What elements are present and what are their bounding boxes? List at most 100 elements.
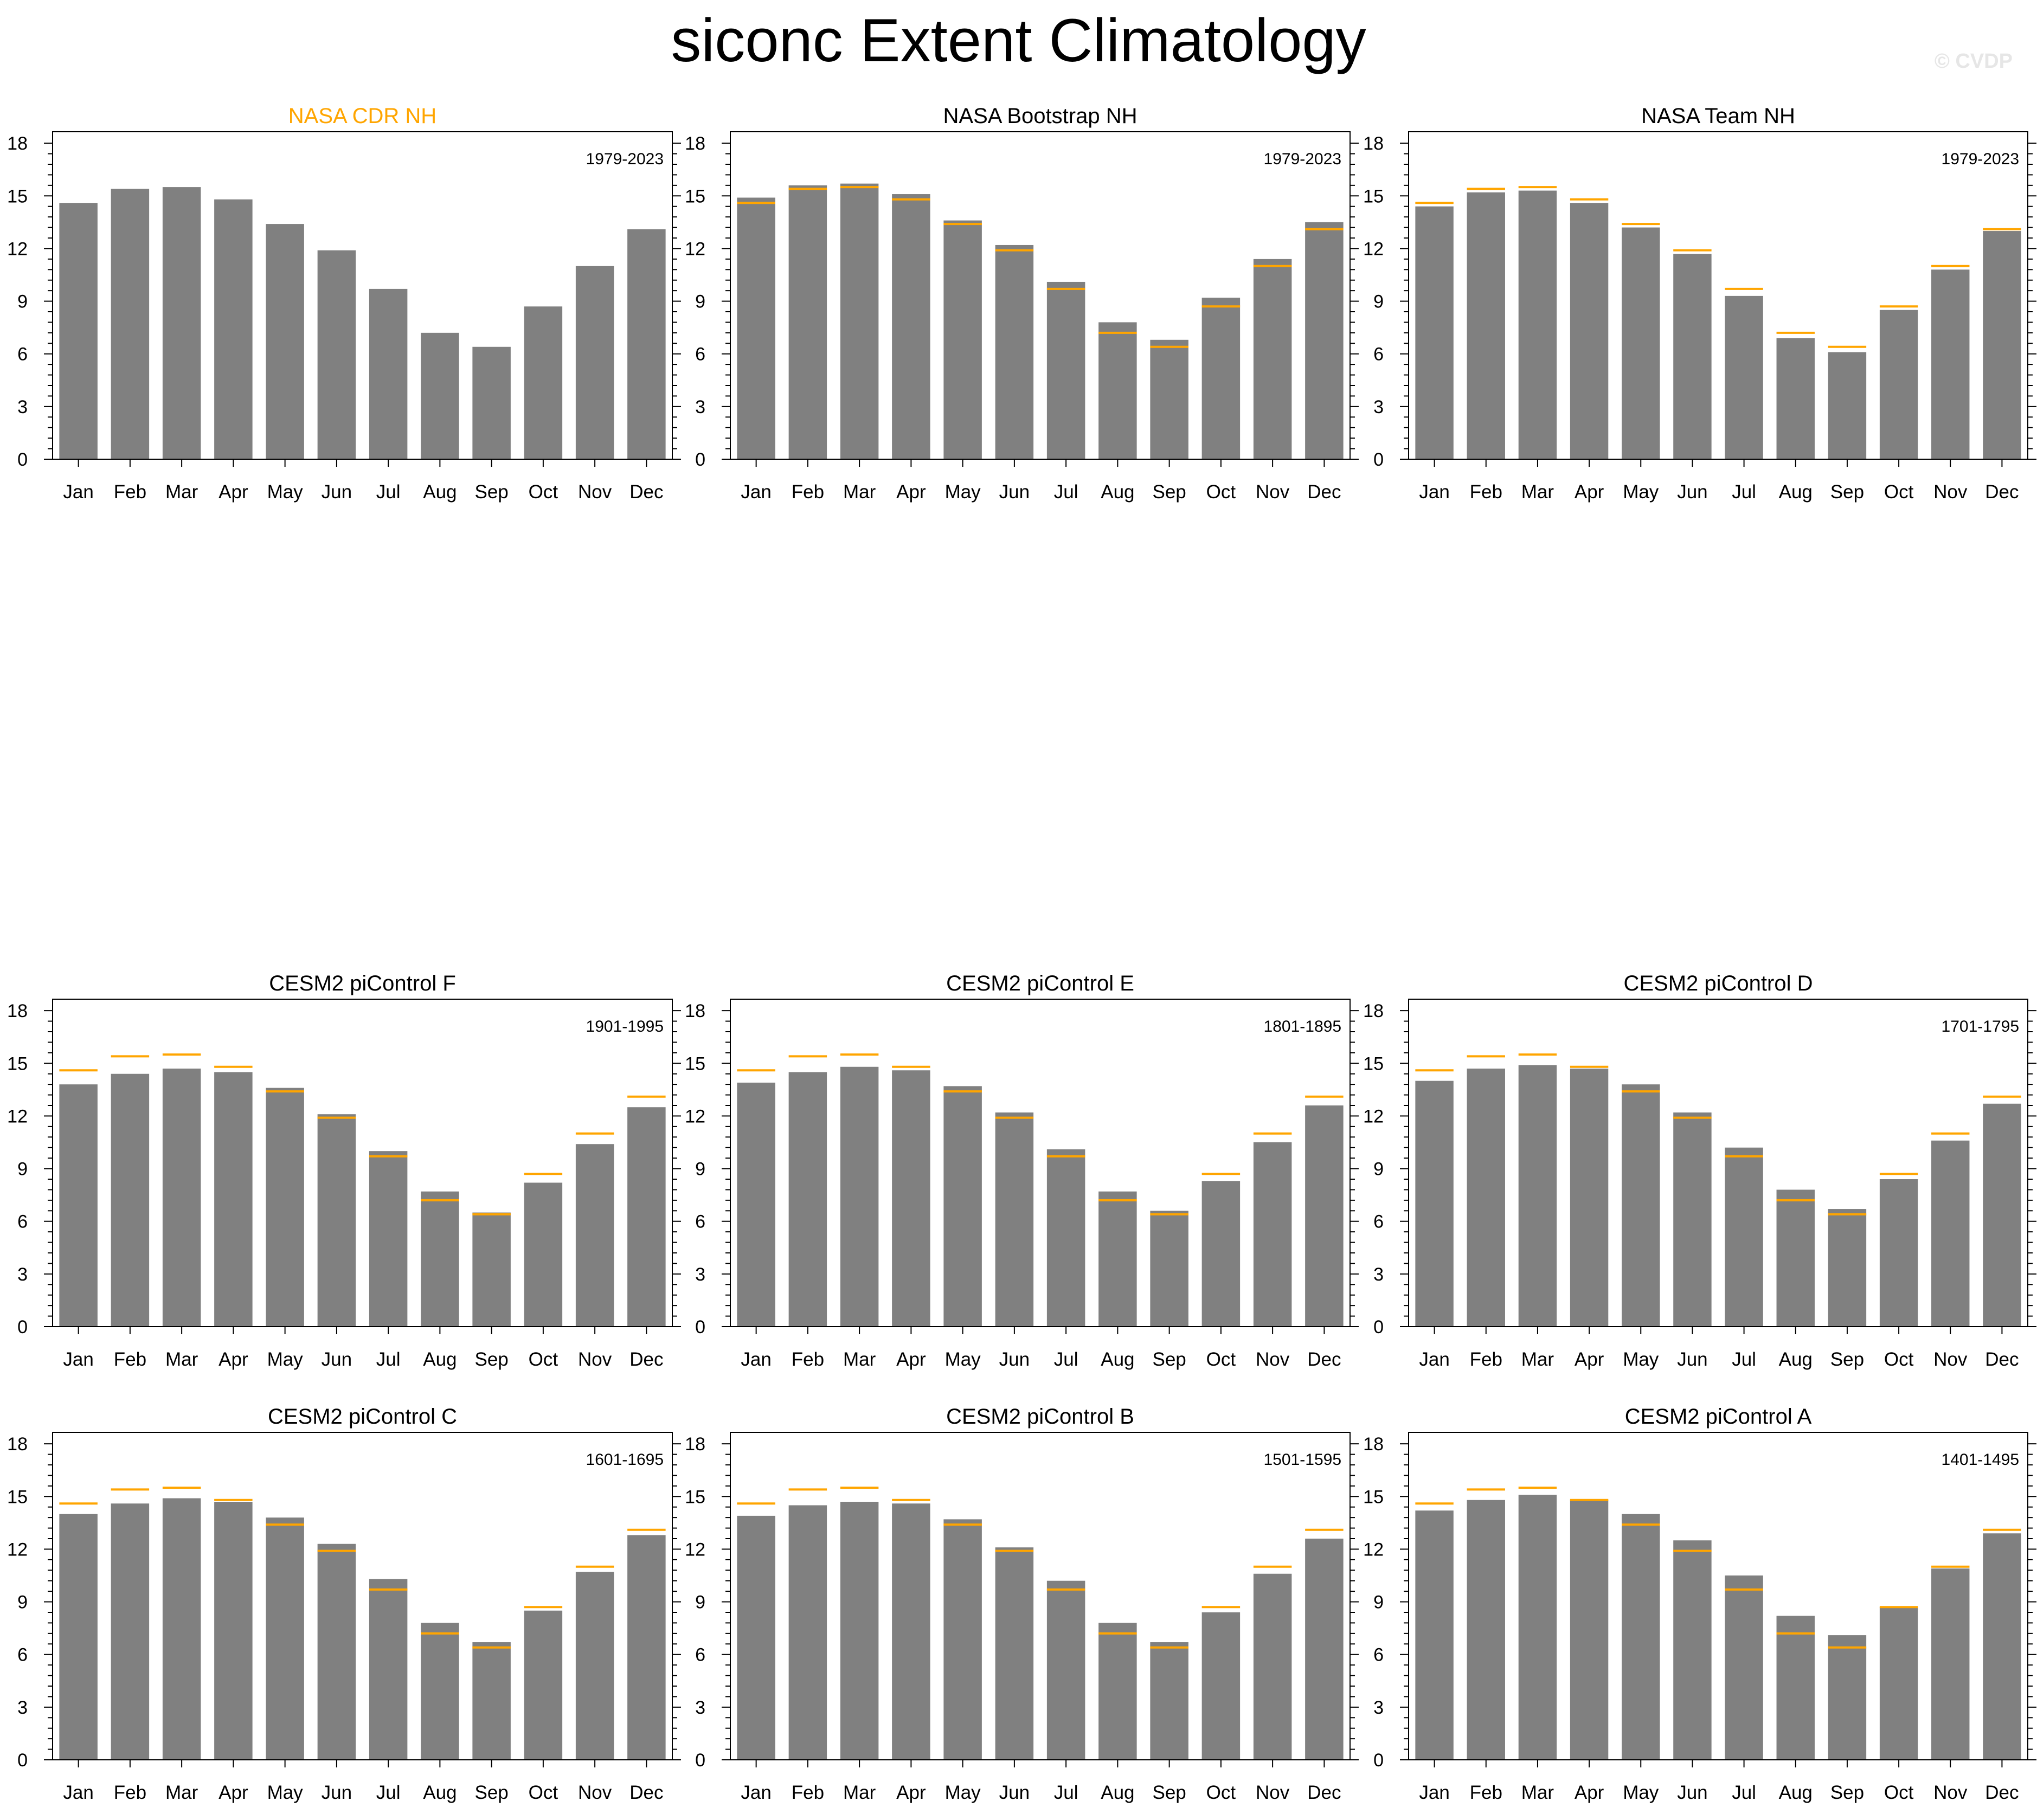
- x-tick-label-apr: Apr: [1575, 1782, 1604, 1803]
- x-tick-label-aug: Aug: [1779, 1349, 1813, 1370]
- y-tick-label: 15: [1363, 186, 1384, 207]
- x-tick-label-mar: Mar: [1521, 1782, 1554, 1803]
- bar-feb: [1467, 192, 1505, 459]
- period-label: 1979-2023: [1942, 150, 2019, 168]
- x-tick-label-apr: Apr: [896, 1782, 926, 1803]
- bar-jul: [369, 1151, 408, 1327]
- x-tick-label-feb: Feb: [114, 1349, 146, 1370]
- bar-aug: [1776, 338, 1815, 459]
- y-tick-label: 3: [1373, 1697, 1384, 1718]
- bar-feb: [1467, 1068, 1505, 1327]
- bar-mar: [840, 1501, 879, 1760]
- y-tick-label: 0: [1373, 1317, 1384, 1337]
- period-label: 1601-1695: [586, 1451, 664, 1469]
- y-tick-label: 3: [17, 397, 28, 417]
- x-tick-label-oct: Oct: [1884, 1782, 1914, 1803]
- y-tick-label: 18: [1363, 1434, 1384, 1455]
- y-tick-label: 6: [17, 1645, 28, 1665]
- x-tick-label-dec: Dec: [1307, 1782, 1341, 1803]
- y-tick-label: 3: [695, 1697, 705, 1718]
- x-tick-label-jun: Jun: [1677, 1782, 1707, 1803]
- period-label: 1979-2023: [1264, 150, 1341, 168]
- y-tick-label: 6: [695, 1645, 705, 1665]
- x-tick-label-aug: Aug: [1101, 481, 1134, 503]
- y-tick-label: 9: [17, 292, 28, 312]
- bar-feb: [111, 189, 150, 459]
- x-tick-label-jul: Jul: [376, 1349, 401, 1370]
- x-tick-label-oct: Oct: [1206, 481, 1236, 503]
- y-tick-label: 12: [1363, 239, 1384, 259]
- x-tick-label-oct: Oct: [529, 1349, 558, 1370]
- x-tick-label-sep: Sep: [1152, 1349, 1186, 1370]
- x-tick-label-may: May: [267, 1349, 304, 1370]
- bar-dec: [1305, 222, 1344, 459]
- bar-sep: [1150, 339, 1188, 459]
- x-tick-label-oct: Oct: [1206, 1782, 1236, 1803]
- y-tick-label: 3: [695, 1264, 705, 1285]
- bar-nov: [1931, 1568, 1970, 1760]
- panel-title: CESM2 piControl D: [1623, 972, 1813, 995]
- bar-nov: [575, 1572, 614, 1760]
- x-tick-label-nov: Nov: [578, 1782, 612, 1803]
- chart-panel: CESM2 piControl E 0 3 6 9 12 15 18 Jan Feb Mar Apr M…: [685, 972, 1359, 1370]
- panel-title: CESM2 piControl C: [268, 1405, 457, 1429]
- x-tick-label-jan: Jan: [1419, 1349, 1449, 1370]
- bar-sep: [472, 1642, 511, 1760]
- y-tick-label: 18: [685, 133, 705, 154]
- x-tick-label-aug: Aug: [1101, 1782, 1134, 1803]
- x-tick-label-nov: Nov: [1933, 1349, 1968, 1370]
- bar-may: [266, 1517, 304, 1760]
- x-tick-label-feb: Feb: [1470, 1782, 1502, 1803]
- y-tick-label: 12: [685, 1539, 705, 1560]
- x-tick-label-aug: Aug: [423, 1349, 457, 1370]
- x-tick-label-feb: Feb: [114, 1782, 146, 1803]
- period-label: 1979-2023: [586, 150, 664, 168]
- y-tick-label: 15: [1363, 1487, 1384, 1507]
- y-tick-label: 3: [1373, 1264, 1384, 1285]
- x-tick-label-dec: Dec: [629, 1782, 663, 1803]
- panel-title: CESM2 piControl B: [946, 1405, 1134, 1429]
- bar-oct: [524, 1182, 563, 1327]
- chart-panel: CESM2 piControl A 0 3 6 9 12 15 18 Jan Feb Mar Apr M…: [1363, 1405, 2036, 1803]
- bar-oct: [1879, 1607, 1918, 1760]
- bar-jul: [1046, 281, 1085, 459]
- bar-jul: [1046, 1149, 1085, 1327]
- y-tick-label: 18: [1363, 133, 1384, 154]
- plot-frame: [1408, 999, 2028, 1327]
- bar-jul: [1725, 295, 1763, 459]
- chart-panel: CESM2 piControl F 0 3 6 9 12 15 18 Jan Feb Mar Apr M…: [7, 972, 681, 1370]
- y-tick-label: 3: [17, 1264, 28, 1285]
- bar-feb: [788, 1072, 827, 1327]
- x-tick-label-jun: Jun: [322, 1349, 352, 1370]
- bar-sep: [1150, 1211, 1188, 1327]
- x-tick-label-dec: Dec: [1307, 1349, 1341, 1370]
- x-tick-label-jan: Jan: [741, 1782, 771, 1803]
- bar-jun: [317, 250, 356, 459]
- bar-feb: [111, 1503, 150, 1760]
- bar-nov: [575, 266, 614, 459]
- bar-oct: [1879, 310, 1918, 459]
- bar-oct: [524, 306, 563, 459]
- plot-frame: [1408, 131, 2028, 460]
- bar-oct: [1879, 1179, 1918, 1327]
- x-tick-label-jan: Jan: [741, 481, 771, 503]
- bar-may: [943, 220, 982, 459]
- bar-nov: [575, 1144, 614, 1327]
- y-tick-label: 6: [1373, 344, 1384, 365]
- bar-jan: [59, 1514, 98, 1760]
- bar-jan: [737, 1082, 775, 1327]
- bar-dec: [627, 229, 666, 459]
- x-tick-label-jul: Jul: [1054, 481, 1078, 503]
- bar-may: [943, 1519, 982, 1760]
- bar-may: [1622, 1514, 1660, 1760]
- bar-apr: [892, 1070, 930, 1327]
- y-tick-label: 9: [17, 1159, 28, 1180]
- bar-feb: [1467, 1500, 1505, 1760]
- bar-may: [266, 1088, 304, 1327]
- x-tick-label-sep: Sep: [474, 1782, 508, 1803]
- x-tick-label-sep: Sep: [474, 1349, 508, 1370]
- period-label: 1701-1795: [1942, 1018, 2019, 1036]
- x-tick-label-aug: Aug: [423, 481, 457, 503]
- x-tick-label-dec: Dec: [1985, 1782, 2019, 1803]
- bar-jan: [59, 1084, 98, 1327]
